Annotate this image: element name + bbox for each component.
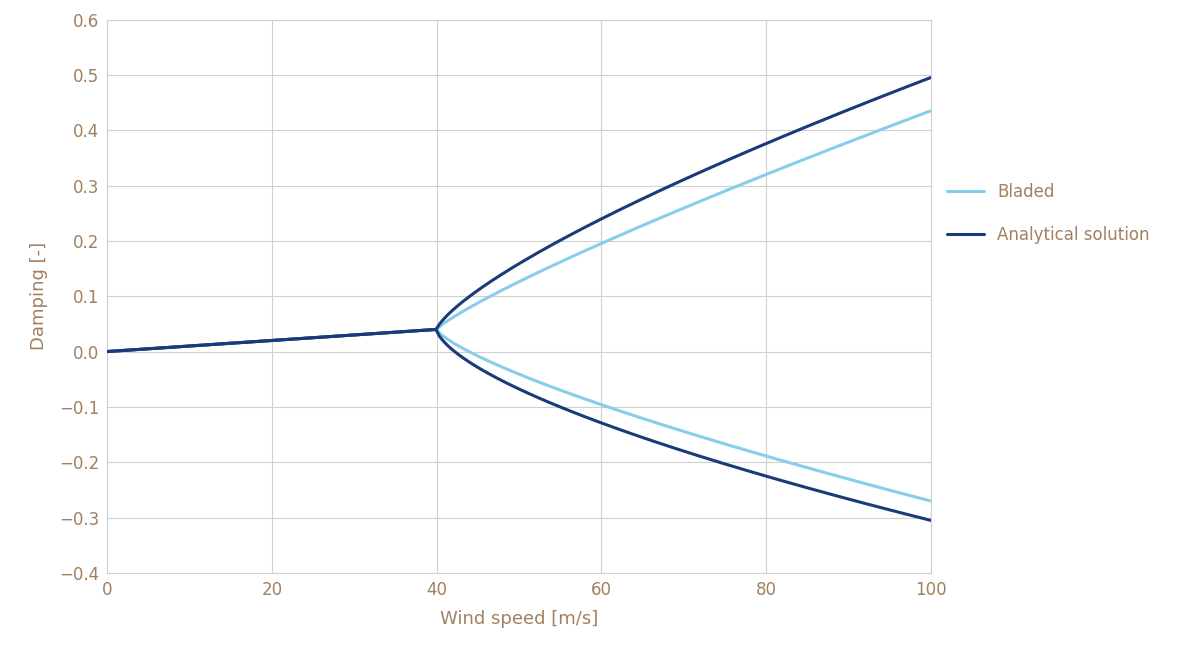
- Line: Analytical solution: Analytical solution: [107, 77, 931, 352]
- Bladed: [903, 115, 917, 122]
- Bladed: [591, 242, 605, 249]
- Analytical solution: [775, 133, 790, 141]
- Bladed: [492, 288, 506, 296]
- Bladed: [100, 348, 115, 355]
- Bladed: [775, 164, 790, 172]
- Analytical solution: [545, 240, 560, 248]
- Analytical solution: [496, 270, 511, 277]
- Analytical solution: [492, 273, 506, 281]
- X-axis label: Wind speed [m/s]: Wind speed [m/s]: [440, 611, 598, 628]
- Analytical solution: [591, 217, 605, 225]
- Analytical solution: [903, 81, 917, 89]
- Line: Bladed: Bladed: [107, 111, 931, 352]
- Bladed: [923, 107, 938, 115]
- Bladed: [496, 286, 511, 294]
- Analytical solution: [100, 348, 115, 355]
- Bladed: [545, 262, 560, 270]
- Analytical solution: [923, 74, 938, 81]
- Y-axis label: Damping [-]: Damping [-]: [30, 242, 48, 350]
- Legend: Bladed, Analytical solution: Bladed, Analytical solution: [947, 183, 1150, 244]
